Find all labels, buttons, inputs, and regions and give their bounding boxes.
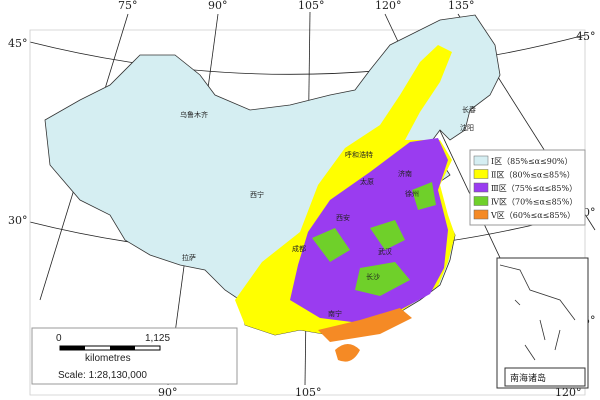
legend-swatch (473, 182, 489, 193)
scale-ruler-segment (60, 346, 85, 350)
inset-islands (514, 299, 561, 361)
inset-coast (499, 264, 576, 321)
city-label: 长春 (462, 105, 476, 114)
graticule-labels: 75° 90° 105° 120° 135° 45° 30° 45° 30° 1… (8, 0, 596, 399)
cities: 乌鲁木齐 长春 沈阳 呼和浩特 太原 西安 西宁 拉萨 成都 武汉 长沙 南宁 … (180, 105, 476, 318)
frame (29, 29, 586, 396)
legend-swatch (473, 169, 489, 179)
city-label: 西宁 (250, 190, 264, 199)
city-label: 徐州 (405, 189, 419, 198)
city-label: 南宁 (328, 309, 342, 318)
scale-ruler-segment (110, 346, 135, 350)
lat-label: 45° (8, 37, 28, 50)
scale-start: 0 (56, 333, 62, 344)
legend-swatch (473, 196, 489, 206)
scale-ratio: Scale: 1:28,130,000 (58, 370, 147, 381)
city-label: 长沙 (366, 272, 380, 281)
lon-label: 90° (158, 386, 178, 399)
zone-4 (312, 182, 436, 296)
inset-label: 南海诸岛 (510, 372, 546, 384)
inset-box (496, 257, 589, 389)
scale-bar: 0 1,125 kilometres Scale: 1:28,130,000 (31, 327, 238, 385)
inset-label-box (504, 367, 586, 387)
lon-label: 120° (375, 0, 402, 12)
city-label: 西安 (336, 213, 350, 222)
city-label: 沈阳 (460, 123, 474, 132)
lon-label: 120° (555, 386, 582, 399)
lon-label: 105° (295, 386, 322, 399)
lat-label: 30° (8, 214, 28, 227)
city-label: 济南 (398, 169, 412, 178)
legend-swatch (473, 209, 489, 220)
legend-swatch (473, 155, 489, 166)
lon-label: 90° (208, 0, 228, 12)
lon-label: 75° (118, 0, 138, 12)
city-label: 成都 (292, 244, 306, 253)
legend: Ⅰ区（85%≤α≤90%） Ⅱ区（80%≤α≤85%） Ⅲ区（75%≤α≤85%） Ⅳ… (469, 149, 586, 226)
legend-label: Ⅰ区（85%≤α≤90%） (491, 157, 573, 166)
lon-label: 105° (298, 0, 325, 12)
zone-5 (318, 308, 412, 362)
city-label: 呼和浩特 (345, 150, 373, 159)
lon-label: 135° (448, 0, 475, 12)
legend-label: Ⅴ区（60%≤α≤85%） (490, 211, 575, 220)
city-label: 太原 (360, 177, 374, 186)
city-label: 乌鲁木齐 (180, 110, 208, 119)
china (44, 14, 501, 362)
legend-label: Ⅲ区（75%≤α≤85%） (491, 184, 577, 193)
city-label: 武汉 (378, 247, 392, 256)
zone-3 (290, 138, 448, 323)
scale-end: 1,125 (145, 333, 170, 344)
lat-label: 45° (576, 30, 596, 43)
city-label: 拉萨 (182, 253, 196, 262)
legend-label: Ⅱ区（80%≤α≤85%） (491, 171, 575, 180)
scale-box (31, 327, 238, 385)
legend-box (469, 149, 586, 226)
scale-unit: kilometres (85, 353, 131, 364)
inset: 南海诸岛 (496, 257, 589, 389)
latitude-line (29, 34, 586, 75)
legend-label: Ⅳ区（70%≤α≤85%） (491, 198, 577, 207)
